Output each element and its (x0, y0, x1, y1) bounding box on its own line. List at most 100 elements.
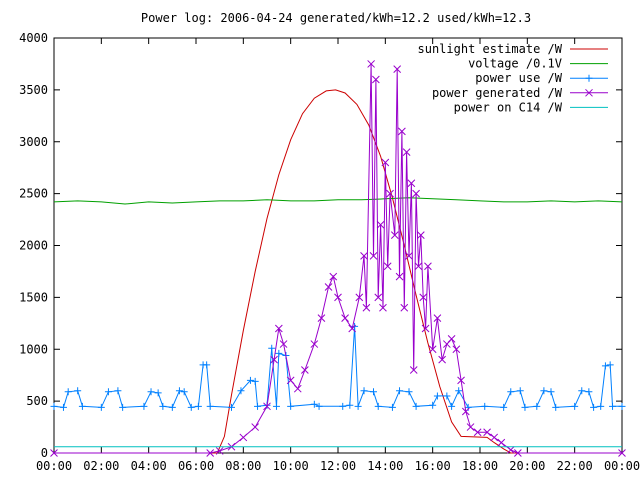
series-2-point-55 (521, 403, 529, 411)
y-tick-label-1: 500 (26, 394, 48, 408)
series-3-point-2 (215, 447, 224, 455)
y-tick-label-2: 1000 (19, 342, 48, 356)
series-0-line (54, 89, 622, 454)
y-tick-label-5: 2500 (19, 187, 48, 201)
series-3-point-56 (473, 428, 482, 437)
series-3-point-35 (398, 127, 406, 136)
series-2-point-4 (78, 402, 86, 410)
series-3-point-28 (379, 303, 387, 312)
x-tick-label-12: 00:00 (604, 459, 640, 473)
series-2 (50, 322, 626, 411)
series-2-point-56 (533, 402, 541, 410)
series-3-point-11 (293, 384, 302, 393)
series-3-point-10 (286, 376, 295, 385)
series-2-point-16 (187, 403, 195, 411)
series-3-point-15 (324, 283, 333, 291)
series-2-point-54 (516, 387, 524, 395)
series-3-point-7 (270, 355, 278, 364)
legend-label-2: power use /W (475, 71, 562, 85)
plot-area: 0 500 1000 1500 2000 2500 3000 3500 4000 00:00 02:… (19, 31, 640, 473)
series-3-point-23 (367, 60, 375, 68)
series-3-point-53 (457, 376, 465, 385)
series-3-point-21 (360, 252, 368, 260)
x-tick-label-3: 06:00 (178, 459, 214, 473)
series-2-point-21 (228, 403, 235, 411)
series-3-point-27 (376, 220, 385, 229)
x-tick-label-5: 10:00 (273, 459, 309, 473)
series-2-point-10 (147, 388, 155, 396)
series-3-point-8 (274, 324, 283, 333)
series-3-point-13 (310, 340, 319, 348)
series-3-point-12 (301, 366, 309, 374)
series-3-point-47 (428, 345, 437, 354)
y-tick-label-4: 2000 (19, 239, 48, 253)
series-3-point-43 (416, 231, 425, 239)
series-2-point-65 (601, 362, 609, 370)
series-2-line (53, 326, 622, 408)
chart-title: Power log: 2006-04-24 generated/kWh=12.2… (141, 11, 531, 25)
series-3-point-52 (452, 345, 461, 354)
series-2-point-0 (50, 402, 58, 410)
series-3-point-29 (381, 158, 390, 167)
series-3-point-45 (421, 324, 430, 333)
series-2-point-43 (405, 388, 413, 396)
series-3-point-30 (383, 262, 392, 271)
series-2-point-2 (64, 388, 72, 396)
series-2-point-3 (74, 387, 82, 395)
series-2-point-11 (154, 389, 162, 397)
series-2-point-63 (590, 403, 598, 411)
series-2-point-6 (104, 388, 112, 396)
series-2-point-7 (114, 387, 122, 395)
series-3-point-26 (374, 293, 383, 302)
series-2-point-48 (448, 402, 456, 410)
x-tick-label-8: 16:00 (415, 459, 451, 473)
series-2-point-59 (552, 403, 560, 411)
series-2-point-9 (140, 402, 148, 410)
series-2-point-38 (360, 387, 368, 395)
series-3-point-9 (279, 340, 288, 348)
series-3-point-5 (251, 423, 260, 431)
series-3-point-33 (393, 65, 402, 73)
series-3-point-22 (362, 303, 371, 312)
series-3-point-44 (419, 293, 428, 302)
series-3-point-41 (412, 189, 420, 198)
series-2-point-49 (455, 387, 463, 395)
series-3-point-55 (466, 423, 475, 431)
series-2-point-19 (203, 361, 211, 369)
series-3-point-62 (618, 449, 626, 457)
series-2-point-17 (194, 402, 202, 410)
series-2-point-62 (585, 388, 593, 396)
series-3-point-58 (490, 433, 499, 442)
series-2-point-61 (578, 387, 586, 395)
series-3-point-17 (334, 293, 342, 302)
series-3-point-54 (461, 407, 470, 416)
legend-marker-3 (585, 88, 593, 97)
series-2-point-42 (396, 387, 404, 395)
series-2-point-8 (119, 403, 127, 411)
series-3-point-61 (514, 449, 522, 457)
series-3-line (54, 63, 622, 454)
series-2-point-45 (429, 401, 437, 409)
series-2-point-20 (206, 402, 214, 410)
series-2-point-23 (246, 376, 254, 384)
y-tick-label-7: 3500 (19, 83, 48, 97)
y-tick-label-0: 0 (41, 446, 48, 460)
series-3-point-40 (409, 366, 418, 374)
series-3-point-38 (405, 252, 413, 260)
series-2-point-1 (59, 403, 67, 411)
legend-label-3: power generated /W (432, 86, 563, 100)
series-3-point-48 (433, 314, 442, 322)
series-2-point-60 (571, 402, 579, 410)
series-2-point-44 (412, 402, 420, 410)
series-2-point-24 (251, 377, 259, 385)
series-3-point-4 (239, 433, 248, 442)
series-2-point-37 (354, 402, 362, 410)
series-3-point-31 (386, 189, 394, 198)
series-2-point-27 (268, 344, 276, 352)
x-tick-label-4: 08:00 (225, 459, 261, 473)
series-3-point-46 (424, 262, 432, 271)
series-2-point-25 (254, 402, 262, 410)
series-2-point-31 (287, 402, 295, 410)
series-2-point-35 (346, 401, 354, 409)
series-0 (54, 89, 622, 454)
